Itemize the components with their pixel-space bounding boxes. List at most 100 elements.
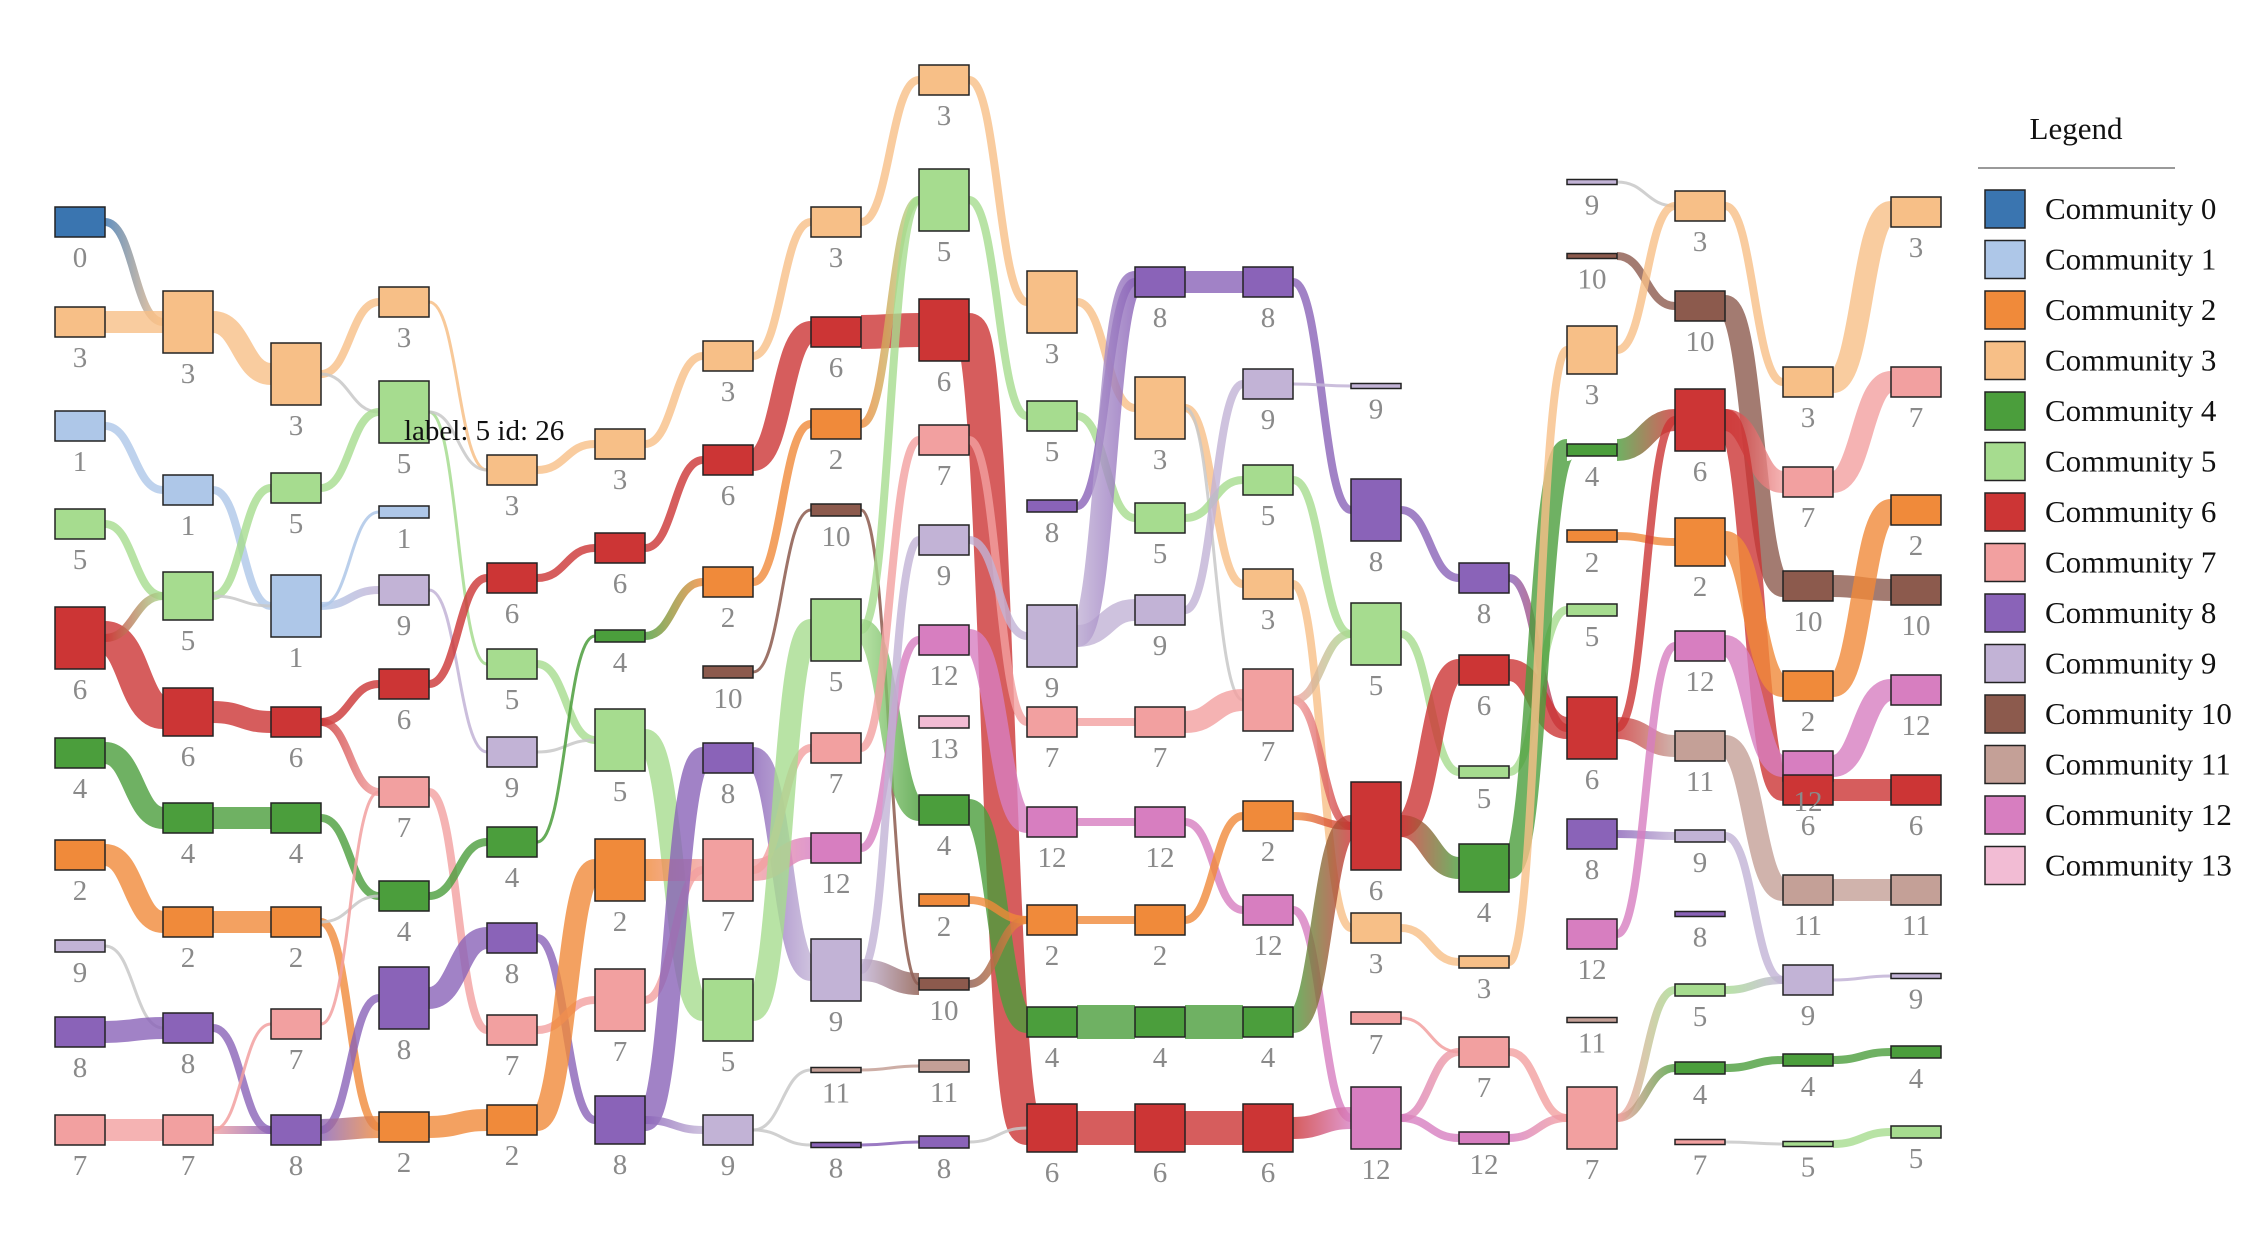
community-node[interactable] <box>1674 630 1726 662</box>
community-node[interactable] <box>1674 388 1726 452</box>
community-node[interactable] <box>702 742 754 774</box>
community-node[interactable] <box>378 505 430 519</box>
community-node[interactable] <box>1242 1103 1294 1153</box>
community-node[interactable] <box>378 966 430 1030</box>
community-node[interactable] <box>1890 574 1942 606</box>
community-node[interactable] <box>1242 1006 1294 1038</box>
community-node[interactable] <box>1026 604 1078 668</box>
community-node[interactable] <box>1890 494 1942 526</box>
community-node[interactable] <box>270 906 322 938</box>
community-node[interactable] <box>54 306 106 338</box>
community-node[interactable] <box>1458 1036 1510 1068</box>
community-node[interactable] <box>1566 252 1618 260</box>
community-node[interactable] <box>378 286 430 318</box>
community-node[interactable] <box>1242 464 1294 496</box>
community-node[interactable] <box>1026 1006 1078 1038</box>
community-node[interactable] <box>1566 529 1618 543</box>
community-node[interactable] <box>1242 266 1294 298</box>
community-node[interactable] <box>54 1016 106 1048</box>
community-node[interactable] <box>54 606 106 670</box>
community-node[interactable] <box>378 668 430 700</box>
community-node[interactable] <box>1782 1053 1834 1067</box>
community-node[interactable] <box>594 532 646 564</box>
community-node[interactable] <box>1782 1140 1834 1148</box>
community-node[interactable] <box>1134 1103 1186 1153</box>
community-node[interactable] <box>1350 382 1402 390</box>
community-node[interactable] <box>1134 502 1186 534</box>
community-node[interactable] <box>1674 730 1726 762</box>
community-node[interactable] <box>162 687 214 737</box>
community-node[interactable] <box>1350 781 1402 871</box>
community-node[interactable] <box>270 574 322 638</box>
community-node[interactable] <box>162 1012 214 1044</box>
community-node[interactable] <box>918 298 970 362</box>
community-node[interactable] <box>810 1066 862 1074</box>
community-node[interactable] <box>702 665 754 679</box>
community-node[interactable] <box>1890 972 1942 980</box>
community-node[interactable] <box>1242 568 1294 600</box>
community-node[interactable] <box>1026 400 1078 432</box>
community-node[interactable] <box>1350 602 1402 666</box>
community-node[interactable] <box>1674 290 1726 322</box>
community-node[interactable] <box>1026 1103 1078 1153</box>
community-node[interactable] <box>1026 904 1078 936</box>
community-node[interactable] <box>1134 594 1186 626</box>
community-node[interactable] <box>486 1014 538 1046</box>
community-node[interactable] <box>1890 366 1942 398</box>
community-node[interactable] <box>162 571 214 621</box>
community-node[interactable] <box>702 1114 754 1146</box>
community-node[interactable] <box>486 922 538 954</box>
community-node[interactable] <box>1782 466 1834 498</box>
community-node[interactable] <box>1890 774 1942 806</box>
community-node[interactable] <box>270 342 322 406</box>
community-node[interactable] <box>702 566 754 598</box>
community-node[interactable] <box>1674 910 1726 918</box>
community-node[interactable] <box>1674 1061 1726 1075</box>
community-node[interactable] <box>1134 266 1186 298</box>
community-node[interactable] <box>1782 366 1834 398</box>
community-node[interactable] <box>918 893 970 907</box>
community-node[interactable] <box>594 629 646 643</box>
community-node[interactable] <box>1242 368 1294 400</box>
community-node[interactable] <box>1890 1125 1942 1139</box>
community-node[interactable] <box>1566 443 1618 457</box>
community-node[interactable] <box>1566 1016 1618 1024</box>
community-node[interactable] <box>54 508 106 540</box>
community-node[interactable] <box>810 316 862 348</box>
community-node[interactable] <box>1890 1045 1942 1059</box>
community-node[interactable] <box>810 503 862 517</box>
community-node[interactable] <box>810 408 862 440</box>
community-node[interactable] <box>810 832 862 864</box>
community-node[interactable] <box>1890 674 1942 706</box>
community-node[interactable] <box>918 794 970 826</box>
community-node[interactable] <box>1782 874 1834 906</box>
community-node[interactable] <box>810 938 862 1002</box>
community-node[interactable] <box>1674 190 1726 222</box>
community-node[interactable] <box>810 598 862 662</box>
community-node[interactable] <box>1782 570 1834 602</box>
community-node[interactable] <box>594 968 646 1032</box>
community-node[interactable] <box>378 880 430 912</box>
community-node[interactable] <box>486 736 538 768</box>
community-node[interactable] <box>270 1114 322 1146</box>
community-node[interactable] <box>1026 706 1078 738</box>
community-node[interactable] <box>918 1059 970 1073</box>
community-node[interactable] <box>54 410 106 442</box>
community-node[interactable] <box>54 939 106 953</box>
community-node[interactable] <box>486 562 538 594</box>
community-node[interactable] <box>1890 874 1942 906</box>
community-node[interactable] <box>1782 670 1834 702</box>
community-node[interactable] <box>918 168 970 232</box>
community-node[interactable] <box>1026 499 1078 513</box>
community-node[interactable] <box>702 978 754 1042</box>
community-node[interactable] <box>54 839 106 871</box>
community-node[interactable] <box>486 1104 538 1136</box>
community-node[interactable] <box>270 802 322 834</box>
community-node[interactable] <box>270 706 322 738</box>
community-node[interactable] <box>486 826 538 858</box>
community-node[interactable] <box>918 64 970 96</box>
community-node[interactable] <box>594 708 646 772</box>
community-node[interactable] <box>1350 478 1402 542</box>
community-node[interactable] <box>1674 517 1726 567</box>
community-node[interactable] <box>1134 376 1186 440</box>
